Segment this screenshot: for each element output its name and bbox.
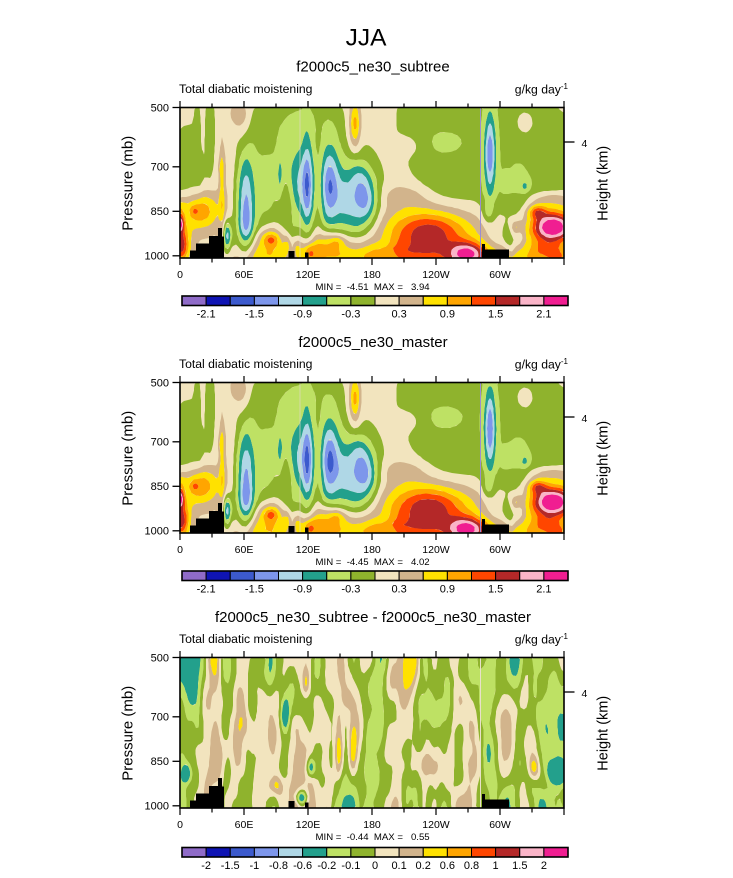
svg-text:60E: 60E <box>235 819 254 831</box>
svg-text:1000: 1000 <box>145 526 169 538</box>
svg-text:0.9: 0.9 <box>440 584 455 596</box>
svg-text:1000: 1000 <box>145 801 169 813</box>
svg-text:0: 0 <box>372 860 378 872</box>
svg-text:120E: 120E <box>296 544 321 556</box>
svg-text:120W: 120W <box>422 544 450 556</box>
svg-text:-0.9: -0.9 <box>293 309 312 321</box>
svg-text:850: 850 <box>151 206 169 218</box>
svg-text:f2000c5_ne30_subtree: f2000c5_ne30_subtree <box>296 59 449 76</box>
svg-text:60W: 60W <box>489 269 511 281</box>
svg-text:180: 180 <box>363 269 381 281</box>
svg-text:2: 2 <box>541 860 547 872</box>
svg-text:-0.2: -0.2 <box>317 860 336 872</box>
svg-text:Height (km): Height (km) <box>596 421 612 496</box>
svg-text:-0.1: -0.1 <box>341 860 360 872</box>
svg-text:Total diabatic moistening: Total diabatic moistening <box>179 632 312 646</box>
svg-text:4: 4 <box>582 413 588 425</box>
svg-text:-1: -1 <box>250 860 260 872</box>
svg-text:f2000c5_ne30_subtree - f2000c5: f2000c5_ne30_subtree - f2000c5_ne30_mast… <box>215 609 531 626</box>
svg-text:0.2: 0.2 <box>416 860 431 872</box>
svg-text:120W: 120W <box>422 819 450 831</box>
svg-text:700: 700 <box>151 712 169 724</box>
svg-text:-2.1: -2.1 <box>197 584 216 596</box>
svg-text:g/kg day-1: g/kg day-1 <box>515 632 569 647</box>
svg-text:0: 0 <box>177 269 183 281</box>
svg-text:-0.3: -0.3 <box>341 584 360 596</box>
svg-text:-0.9: -0.9 <box>293 584 312 596</box>
svg-text:MIN = -4.45 MAX = 4.02: MIN = -4.45 MAX = 4.02 <box>316 557 430 568</box>
svg-text:-2: -2 <box>201 860 211 872</box>
svg-text:1000: 1000 <box>145 251 169 263</box>
svg-text:60E: 60E <box>235 544 254 556</box>
svg-text:0.1: 0.1 <box>391 860 406 872</box>
svg-text:4: 4 <box>582 688 588 700</box>
svg-text:Pressure (mb): Pressure (mb) <box>120 411 137 506</box>
svg-text:-0.6: -0.6 <box>293 860 312 872</box>
svg-text:60W: 60W <box>489 819 511 831</box>
svg-text:4: 4 <box>582 138 588 150</box>
svg-text:850: 850 <box>151 756 169 768</box>
svg-text:120E: 120E <box>296 819 321 831</box>
svg-text:Pressure (mb): Pressure (mb) <box>120 136 137 231</box>
svg-text:0.8: 0.8 <box>464 860 479 872</box>
svg-text:Pressure (mb): Pressure (mb) <box>120 686 137 781</box>
svg-text:-1.5: -1.5 <box>221 860 240 872</box>
svg-text:MIN = -4.51 MAX = 3.94: MIN = -4.51 MAX = 3.94 <box>316 282 431 293</box>
svg-text:0: 0 <box>177 544 183 556</box>
svg-text:1: 1 <box>493 860 499 872</box>
svg-text:-0.3: -0.3 <box>341 309 360 321</box>
svg-text:g/kg day-1: g/kg day-1 <box>515 357 569 372</box>
svg-text:60W: 60W <box>489 544 511 556</box>
svg-text:120E: 120E <box>296 269 321 281</box>
svg-text:-1.5: -1.5 <box>245 309 264 321</box>
svg-text:2.1: 2.1 <box>536 309 551 321</box>
svg-text:-2.1: -2.1 <box>197 309 216 321</box>
svg-text:500: 500 <box>151 652 169 664</box>
svg-text:1.5: 1.5 <box>512 860 527 872</box>
svg-text:0.9: 0.9 <box>440 309 455 321</box>
svg-text:Total diabatic moistening: Total diabatic moistening <box>179 82 312 96</box>
svg-text:g/kg day-1: g/kg day-1 <box>515 82 569 97</box>
svg-text:0.3: 0.3 <box>391 309 406 321</box>
svg-text:2.1: 2.1 <box>536 584 551 596</box>
svg-text:-1.5: -1.5 <box>245 584 264 596</box>
svg-text:f2000c5_ne30_master: f2000c5_ne30_master <box>298 334 447 351</box>
svg-text:-0.8: -0.8 <box>269 860 288 872</box>
svg-text:180: 180 <box>363 819 381 831</box>
svg-text:JJA: JJA <box>346 25 388 52</box>
svg-text:500: 500 <box>151 377 169 389</box>
svg-text:850: 850 <box>151 481 169 493</box>
svg-text:Total diabatic moistening: Total diabatic moistening <box>179 357 312 371</box>
svg-text:0.6: 0.6 <box>440 860 455 872</box>
svg-text:Height (km): Height (km) <box>596 146 612 221</box>
svg-text:1.5: 1.5 <box>488 584 503 596</box>
svg-text:120W: 120W <box>422 269 450 281</box>
svg-text:500: 500 <box>151 102 169 114</box>
svg-text:0: 0 <box>177 819 183 831</box>
svg-text:700: 700 <box>151 162 169 174</box>
svg-text:60E: 60E <box>235 269 254 281</box>
svg-text:0.3: 0.3 <box>391 584 406 596</box>
svg-text:1.5: 1.5 <box>488 309 503 321</box>
svg-text:Height (km): Height (km) <box>596 696 612 771</box>
svg-text:MIN = -0.44 MAX = 0.55: MIN = -0.44 MAX = 0.55 <box>316 832 430 843</box>
svg-text:180: 180 <box>363 544 381 556</box>
svg-text:700: 700 <box>151 437 169 449</box>
